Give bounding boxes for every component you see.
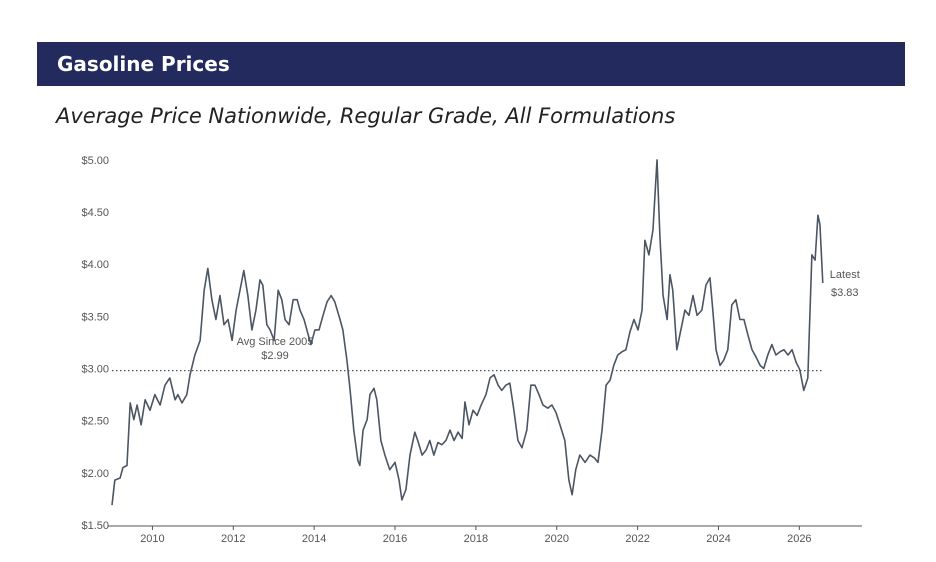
x-tick-label: 2010	[140, 533, 164, 545]
x-tick-label: 2012	[221, 533, 245, 545]
y-tick-label: $3.50	[81, 311, 109, 323]
reference-label: Avg Since 2005	[237, 336, 314, 348]
x-tick-label: 2026	[787, 533, 811, 545]
y-tick-label: $2.50	[81, 416, 109, 428]
latest-value-label: $3.83	[831, 287, 859, 299]
price-line	[111, 159, 824, 506]
latest-label: Latest	[830, 269, 860, 281]
y-tick-label: $4.50	[81, 207, 109, 219]
header-bar: Gasoline Prices	[37, 42, 905, 86]
x-tick-label: 2022	[625, 533, 649, 545]
x-tick-label: 2020	[545, 533, 569, 545]
y-tick-label: $1.50	[81, 520, 109, 532]
header-title: Gasoline Prices	[57, 52, 230, 76]
x-tick-label: 2014	[302, 533, 326, 545]
y-tick-label: $4.00	[81, 259, 109, 271]
y-tick-label: $3.00	[81, 363, 109, 375]
x-tick-label: 2018	[464, 533, 488, 545]
y-tick-label: $5.00	[81, 155, 109, 167]
subtitle: Average Price Nationwide, Regular Grade,…	[56, 104, 676, 128]
x-tick-label: 2016	[383, 533, 407, 545]
reference-value-label: $2.99	[261, 350, 289, 362]
y-tick-label: $2.00	[81, 468, 109, 480]
x-tick-label: 2024	[706, 533, 730, 545]
